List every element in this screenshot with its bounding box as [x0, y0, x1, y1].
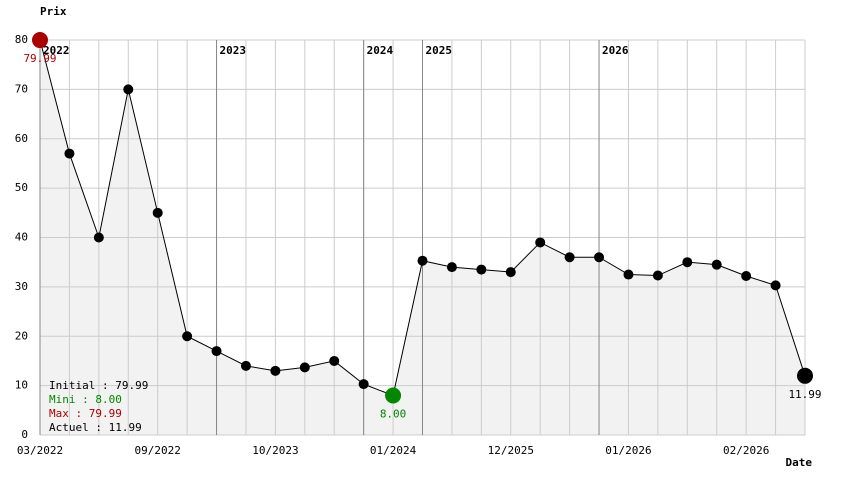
value-label: 8.00: [380, 408, 407, 421]
data-point: [299, 362, 310, 373]
data-point: [741, 271, 752, 282]
year-label: 2025: [426, 44, 453, 57]
value-label: 79.99: [23, 52, 56, 65]
y-axis-label: Prix: [40, 5, 67, 18]
data-point: [711, 259, 722, 270]
y-tick-label: 40: [15, 231, 28, 244]
data-point: [652, 270, 663, 281]
year-label: 2024: [367, 44, 394, 57]
x-tick-label: 12/2025: [488, 444, 534, 457]
x-tick-label: 10/2023: [252, 444, 298, 457]
data-point: [797, 367, 813, 384]
y-tick-label: 30: [15, 280, 28, 293]
data-point: [93, 232, 104, 243]
data-point: [385, 387, 402, 404]
data-point: [270, 365, 281, 376]
data-point: [358, 379, 369, 390]
y-tick-label: 80: [15, 33, 28, 46]
data-point: [476, 264, 487, 275]
stat-text: Mini : 8.00: [49, 393, 122, 406]
data-point: [211, 346, 222, 357]
stat-text: Initial : 79.99: [49, 379, 148, 392]
stat-text: Actuel : 11.99: [49, 421, 142, 434]
x-tick-label: 02/2026: [723, 444, 769, 457]
year-label: 2022: [43, 44, 70, 57]
data-point: [417, 255, 428, 266]
value-label: 11.99: [788, 388, 821, 401]
data-point: [770, 280, 781, 291]
data-point: [564, 252, 575, 263]
data-point: [623, 269, 634, 280]
data-point: [505, 267, 516, 278]
x-tick-label: 09/2022: [135, 444, 181, 457]
y-tick-label: 0: [21, 428, 28, 441]
x-tick-label: 01/2026: [605, 444, 651, 457]
x-tick-label: 01/2024: [370, 444, 417, 457]
data-point: [240, 360, 251, 371]
x-tick-label: 03/2022: [17, 444, 63, 457]
stat-text: Max : 79.99: [49, 407, 122, 420]
data-point: [32, 32, 48, 49]
y-tick-label: 20: [15, 329, 28, 342]
data-point: [182, 331, 193, 342]
data-point: [123, 84, 134, 95]
x-axis-label: Date: [786, 456, 813, 469]
year-label: 2023: [220, 44, 247, 57]
y-tick-label: 70: [15, 82, 28, 95]
data-point: [535, 237, 546, 248]
y-tick-label: 10: [15, 379, 28, 392]
data-point: [329, 355, 340, 366]
data-point: [446, 262, 457, 273]
data-point: [682, 257, 693, 268]
data-point: [152, 207, 163, 218]
year-label: 2026: [602, 44, 629, 57]
data-point: [64, 148, 75, 159]
data-point: [594, 252, 605, 263]
y-tick-label: 60: [15, 132, 28, 145]
y-tick-label: 50: [15, 181, 28, 194]
